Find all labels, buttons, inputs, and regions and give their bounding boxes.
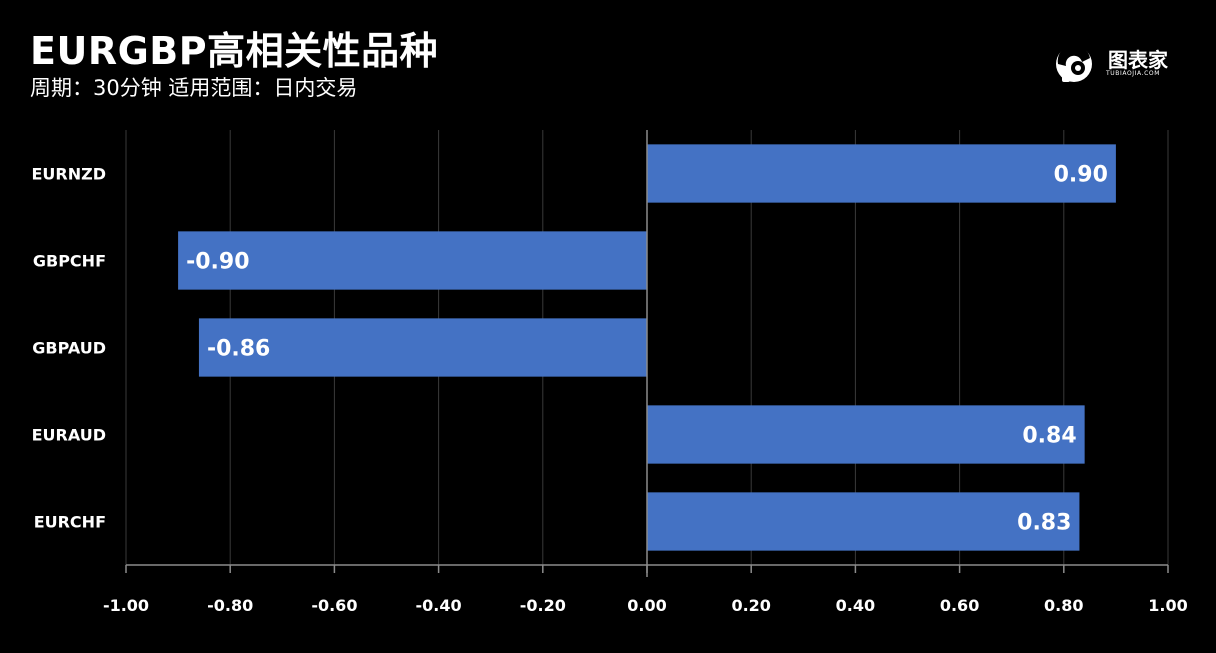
data-label: 0.84	[1022, 424, 1076, 449]
x-tick-label: 0.60	[940, 596, 979, 615]
bar	[647, 405, 1085, 464]
data-label: 0.83	[1017, 511, 1071, 536]
x-tick-label: 0.40	[836, 596, 875, 615]
chart-title: EURGBP高相关性品种	[30, 29, 439, 73]
data-label: 0.90	[1054, 163, 1108, 188]
x-tick-label: -0.60	[311, 596, 357, 615]
bar	[178, 231, 647, 290]
x-tick-label: -0.20	[520, 596, 566, 615]
x-tick-label: -0.80	[207, 596, 253, 615]
category-label: EURNZD	[31, 165, 106, 184]
x-tick-label: -0.40	[416, 596, 462, 615]
bar	[647, 144, 1116, 203]
x-tick-label: 0.20	[731, 596, 770, 615]
category-label: EURAUD	[32, 426, 106, 445]
logo-subtext: TUBIAOJIA.COM	[1106, 70, 1160, 77]
data-label: -0.86	[207, 337, 270, 362]
category-label: GBPCHF	[33, 252, 106, 271]
x-tick-label: 0.00	[627, 596, 666, 615]
logo-text: 图表家	[1108, 48, 1168, 72]
category-label: EURCHF	[34, 513, 106, 532]
data-label: -0.90	[186, 250, 249, 275]
x-tick-label: 0.80	[1044, 596, 1083, 615]
category-label: GBPAUD	[32, 339, 106, 358]
mascot-head-icon	[1056, 44, 1092, 82]
brand-logo: 图表家 TUBIAOJIA.COM	[1052, 42, 1182, 86]
x-tick-label: -1.00	[103, 596, 149, 615]
x-tick-label: 1.00	[1148, 596, 1187, 615]
chart-subtitle: 周期：30分钟 适用范围：日内交易	[30, 76, 358, 100]
bar	[647, 492, 1080, 551]
bar	[198, 318, 647, 377]
